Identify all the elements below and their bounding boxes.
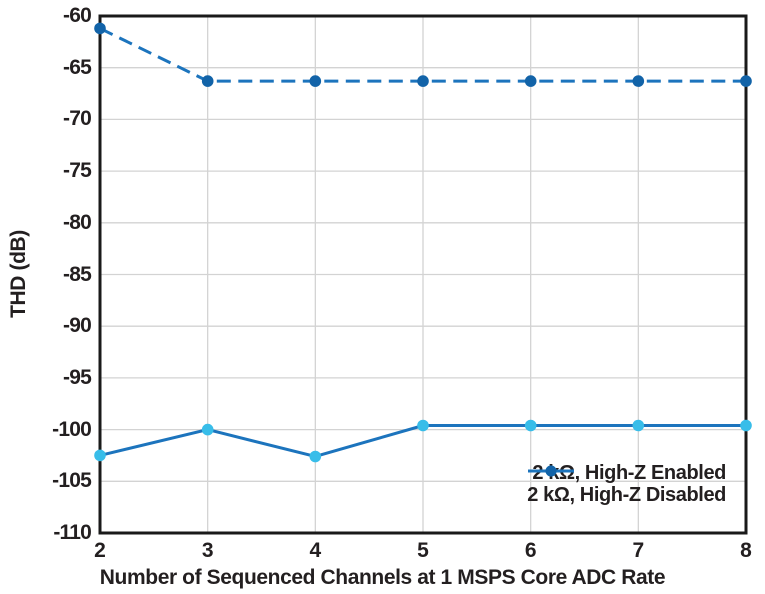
legend-label: 2 kΩ, High-Z Enabled (532, 462, 726, 484)
y-tick-label: -110 (53, 521, 91, 544)
y-tick-label: -90 (63, 314, 92, 338)
y-tick-label: -75 (63, 159, 92, 183)
plot-area: 2 kΩ, High-Z Enabled 2 kΩ, High-Z Disable… (94, 14, 752, 535)
y-tick-label: -100 (52, 417, 92, 441)
data-point-series0-x4 (309, 450, 322, 463)
data-point-series0-x3 (201, 423, 214, 436)
data-point-series1-x4 (309, 75, 322, 87)
chart-canvas (94, 14, 752, 535)
y-axis-tick-labels: -60 -65 -70 -75 -80 -85 -90 -95 -100 -105 -110 (0, 5, 92, 544)
data-point-series0-x2 (94, 449, 106, 462)
y-tick-label: -65 (63, 55, 92, 79)
data-point-series1-x2 (94, 22, 106, 35)
data-point-series1-x7 (632, 75, 645, 87)
legend-label: 2 kΩ, High-Z Disabled (527, 484, 726, 506)
legend-dashed-line-icon (528, 465, 575, 477)
x-tick-label: 2 (94, 539, 106, 562)
x-tick-label: 3 (201, 539, 214, 562)
y-tick-label: -85 (63, 262, 92, 286)
y-tick-label: -105 (52, 469, 92, 493)
x-tick-label: 8 (740, 539, 752, 562)
data-point-series0-x5 (417, 419, 429, 432)
plot-frame (98, 14, 748, 535)
legend-item: 2 kΩ, High-Z Disabled (527, 465, 726, 506)
x-axis-tick-labels: 2 3 4 5 6 7 8 (94, 539, 752, 563)
y-tick-label: -60 (63, 4, 92, 27)
x-axis-title: Number of Sequenced Channels at 1 MSPS C… (99, 566, 666, 589)
data-point-series1-x8 (740, 75, 752, 87)
x-tick-label: 4 (309, 539, 322, 562)
data-point-series1-x3 (201, 75, 214, 87)
x-tick-label: 7 (632, 539, 645, 562)
y-tick-label: -80 (63, 210, 92, 234)
y-tick-label: -70 (63, 107, 92, 131)
data-point-series0-x7 (632, 419, 645, 432)
y-tick-label: -95 (63, 365, 92, 389)
data-point-series1-x6 (524, 75, 537, 87)
data-point-series0-x6 (524, 419, 537, 432)
x-tick-label: 6 (524, 539, 537, 562)
data-point-series1-x5 (417, 75, 429, 87)
x-tick-label: 5 (417, 539, 429, 562)
legend: 2 kΩ, High-Z Enabled 2 kΩ, High-Z Disable… (527, 462, 726, 506)
data-point-series0-x8 (740, 419, 752, 432)
